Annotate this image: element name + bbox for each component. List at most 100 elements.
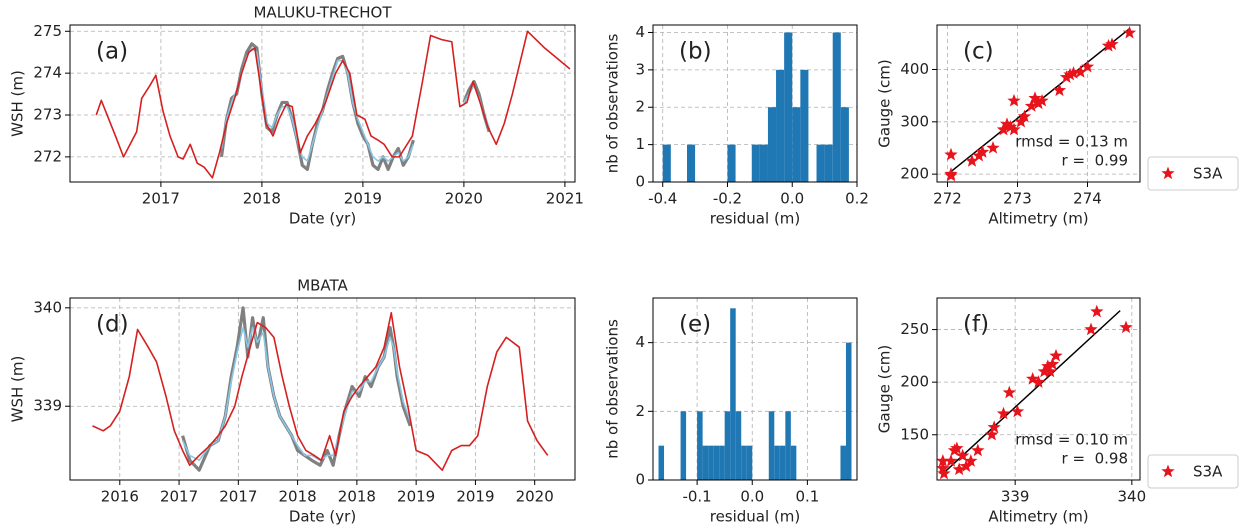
bar (774, 445, 780, 480)
x-tick-label: 2018 (338, 488, 376, 506)
y-axis-label: WSH (m) (9, 356, 27, 423)
point (1031, 96, 1046, 110)
bar (792, 107, 801, 182)
series-line (181, 306, 412, 472)
point (1043, 364, 1057, 378)
y-tick-label: 150 (900, 425, 929, 443)
y-tick-label: 2 (635, 402, 645, 420)
bar (662, 144, 671, 182)
chart-title: MALUKU-TRECHOT (253, 4, 392, 22)
point (1031, 375, 1046, 388)
panel-label: (a) (96, 39, 128, 65)
annotation: rmsd = 0.13 m (1015, 133, 1128, 151)
point (987, 420, 1001, 434)
bar (768, 411, 775, 480)
y-axis-label: WSH (m) (9, 70, 27, 137)
bar (800, 69, 809, 182)
bar (730, 308, 736, 480)
x-tick-label: 273 (1003, 190, 1032, 208)
x-tick-label: -0.1 (682, 488, 711, 506)
series-line (95, 30, 571, 179)
y-tick-label: 272 (33, 147, 62, 165)
y-tick-label: 275 (33, 22, 62, 40)
point (971, 443, 985, 457)
x-axis-label: Altimetry (m) (988, 508, 1088, 526)
x-tick-label: -0.4 (648, 190, 677, 208)
chart-title: MBATA (297, 277, 348, 295)
bar (746, 445, 753, 480)
point (1073, 65, 1088, 78)
point (964, 454, 978, 467)
bar (832, 32, 841, 182)
x-tick-label: 0.2 (845, 190, 869, 208)
legend-box (1147, 454, 1239, 489)
y-axis-label: nb of observations (604, 34, 622, 174)
panel-label: (c) (963, 39, 994, 65)
axes-frame (652, 24, 858, 183)
bar (785, 411, 791, 480)
point (944, 168, 958, 182)
y-tick-label: 2 (635, 98, 645, 116)
bar (824, 144, 833, 182)
bar (727, 144, 736, 182)
y-tick-label: 300 (900, 112, 929, 130)
bar (741, 445, 747, 480)
bar (680, 411, 687, 480)
bar (687, 144, 696, 182)
y-tick-label: 339 (33, 397, 62, 415)
bar (759, 144, 768, 182)
panel: 150 200 250 339 340 rmsd = 0.10 mr = 0.98 S3A (… (876, 297, 1239, 526)
axes-frame (652, 297, 858, 481)
point (1059, 70, 1074, 83)
point (959, 459, 973, 472)
bar (735, 411, 742, 480)
legend-box (1147, 156, 1239, 191)
bar (779, 445, 786, 480)
y-tick-label: 273 (33, 106, 62, 124)
point (1028, 91, 1042, 104)
point (1026, 372, 1040, 385)
legend-label: S3A (1193, 165, 1223, 183)
point (1002, 385, 1016, 399)
x-tick-label: 0.0 (740, 488, 764, 506)
point (1017, 109, 1032, 123)
x-tick-label: 2017 (219, 488, 257, 506)
point (1080, 59, 1095, 73)
bar (776, 69, 785, 182)
y-tick-label: 4 (635, 333, 645, 351)
legend-label: S3A (1193, 463, 1223, 481)
point (1090, 304, 1104, 318)
y-tick-label: 4 (635, 23, 645, 41)
x-axis-label: residual (m) (710, 508, 801, 526)
y-tick-label: 200 (900, 373, 929, 391)
point (944, 454, 958, 467)
point (996, 406, 1011, 420)
point (972, 148, 986, 162)
y-tick-label: 250 (900, 320, 929, 338)
bar (708, 445, 714, 480)
series-line (181, 326, 411, 462)
point (1003, 120, 1018, 133)
point (1084, 322, 1098, 336)
bar (697, 411, 703, 480)
point (1119, 320, 1133, 334)
bar (658, 445, 665, 480)
fit-line (942, 310, 1121, 475)
point (1066, 66, 1081, 79)
point (937, 466, 951, 480)
y-tick-label: 0 (635, 471, 645, 489)
x-axis-label: residual (m) (710, 210, 801, 228)
y-tick-label: 400 (900, 60, 929, 78)
x-tick-label: 2016 (101, 488, 139, 506)
panel-label: (e) (679, 312, 711, 338)
x-tick-label: 2018 (279, 488, 317, 506)
axes-frame (936, 297, 1141, 481)
bar (719, 445, 725, 480)
bar (751, 144, 760, 182)
x-tick-label: 2019 (456, 488, 494, 506)
x-axis-label: Date (yr) (289, 210, 356, 228)
panel-label: (f) (963, 312, 989, 338)
legend-marker (1161, 464, 1175, 478)
bar (816, 144, 825, 182)
point (1024, 99, 1039, 112)
